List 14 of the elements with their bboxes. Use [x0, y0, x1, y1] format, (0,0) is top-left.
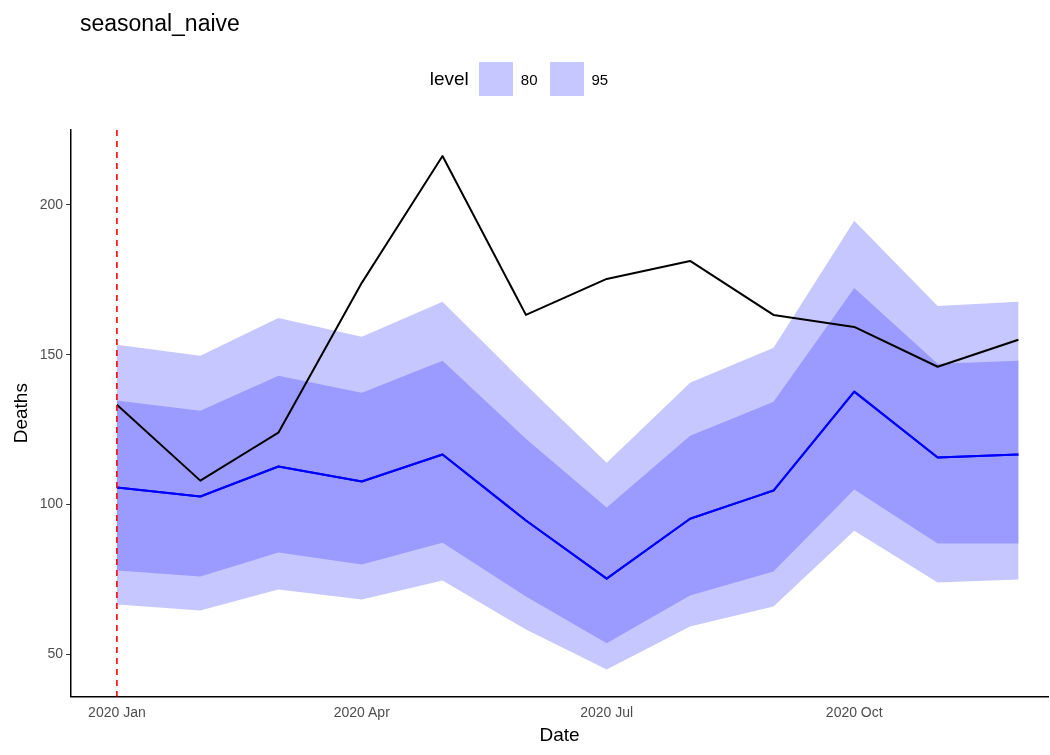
legend-label: 80 — [520, 70, 538, 88]
x-tick-label: 2020 Jan — [88, 703, 146, 720]
y-tick-label: 200 — [39, 195, 64, 212]
y-tick-label: 50 — [47, 645, 64, 662]
y-tick-label: 100 — [39, 495, 64, 512]
x-tick-label: 2020 Apr — [333, 703, 391, 720]
y-axis-title: Deaths — [9, 383, 31, 444]
legend-label: 95 — [591, 70, 609, 88]
x-axis-title: Date — [539, 723, 580, 745]
legend-title: level — [429, 68, 469, 90]
chart-title: seasonal_naive — [80, 10, 240, 37]
x-tick-label: 2020 Jul — [580, 703, 634, 720]
y-tick-label: 150 — [39, 345, 64, 362]
x-tick-label: 2020 Oct — [825, 703, 883, 720]
